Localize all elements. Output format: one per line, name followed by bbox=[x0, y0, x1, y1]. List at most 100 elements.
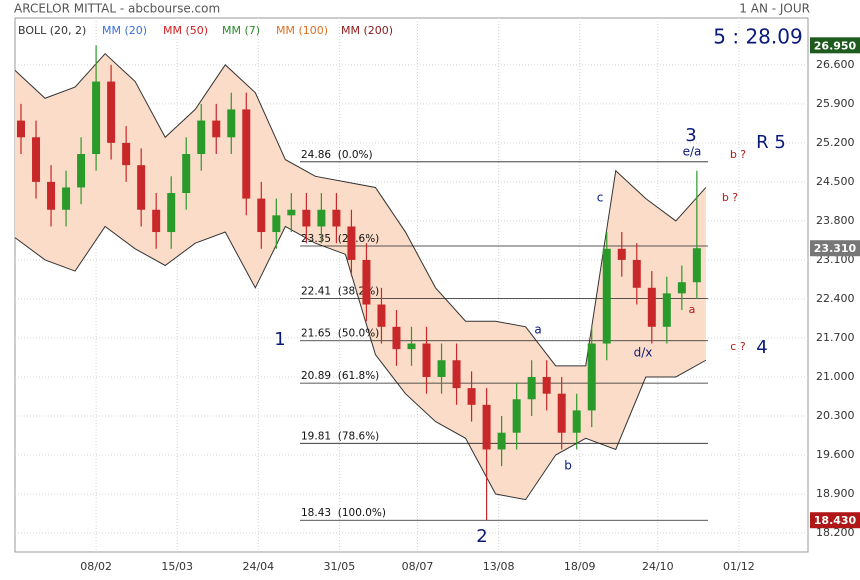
candle-body bbox=[212, 120, 221, 138]
candle-body bbox=[137, 165, 146, 210]
candle-body bbox=[692, 248, 701, 283]
x-tick-label: 13/08 bbox=[483, 560, 515, 573]
candle-body bbox=[422, 343, 431, 377]
candle-body bbox=[62, 187, 71, 210]
x-tick-label: 24/10 bbox=[642, 560, 674, 573]
candle-body bbox=[452, 360, 461, 389]
fib-label: 19.81 (78.6%) bbox=[301, 430, 379, 442]
period: 1 AN - JOUR bbox=[739, 2, 810, 16]
candle-body bbox=[572, 410, 581, 433]
y-tick-label: 20.300 bbox=[816, 409, 855, 422]
price-tag-label: 18.430 bbox=[814, 514, 857, 527]
candle-body bbox=[287, 209, 296, 216]
candle-body bbox=[587, 343, 596, 411]
candle-body bbox=[602, 248, 611, 344]
y-tick-label: 22.400 bbox=[816, 292, 855, 305]
fib-label: 23.35 (23.6%) bbox=[301, 233, 379, 245]
y-tick-label: 21.700 bbox=[816, 331, 855, 344]
candle-body bbox=[107, 81, 116, 143]
candle-body bbox=[527, 376, 536, 400]
y-tick-label: 24.500 bbox=[816, 175, 855, 188]
x-tick-label: 08/07 bbox=[402, 560, 434, 573]
candle-body bbox=[647, 287, 656, 327]
candle-body bbox=[377, 304, 386, 327]
candle-body bbox=[152, 209, 161, 233]
price-tag bbox=[810, 240, 860, 257]
candle-body bbox=[407, 343, 416, 350]
fib-label: 21.65 (50.0%) bbox=[301, 328, 379, 340]
y-tick-label: 21.000 bbox=[816, 370, 855, 383]
fib-label: 20.89 (61.8%) bbox=[301, 370, 379, 382]
candle-body bbox=[437, 360, 446, 377]
x-tick-label: 01/12 bbox=[723, 560, 755, 573]
bollinger-lower bbox=[14, 225, 707, 501]
price-tag-label: 23.310 bbox=[814, 242, 857, 255]
y-tick-label: 19.600 bbox=[816, 448, 855, 461]
fib-label: 22.41 (38.2%) bbox=[301, 285, 379, 297]
wave-label: 2 bbox=[476, 526, 487, 547]
candle-body bbox=[272, 215, 281, 233]
wave-label: e/a bbox=[683, 145, 702, 159]
candle-body bbox=[542, 376, 551, 394]
candle-body bbox=[617, 248, 626, 260]
chart-title: ARCELOR MITTAL - abcbourse.com bbox=[14, 2, 220, 16]
y-tick-label: 18.900 bbox=[816, 487, 855, 500]
x-tick-label: 31/05 bbox=[324, 560, 356, 573]
candle-body bbox=[347, 226, 356, 260]
legend-entry: MM (50) bbox=[163, 24, 208, 37]
candle-body bbox=[302, 209, 311, 227]
bollinger-upper bbox=[14, 52, 707, 367]
fib-label: 18.43 (100.0%) bbox=[301, 507, 386, 519]
candle-body bbox=[317, 209, 326, 227]
wave-label: c ? bbox=[730, 340, 746, 353]
candle-body bbox=[677, 282, 686, 294]
legend-entry: MM (100) bbox=[276, 24, 328, 37]
candle-body bbox=[362, 259, 371, 305]
candle-body bbox=[257, 198, 266, 233]
wave-label: c bbox=[597, 191, 604, 205]
wave-label: d/x bbox=[634, 346, 653, 360]
wave-label: b ? bbox=[730, 148, 746, 161]
y-tick-label: 18.200 bbox=[816, 526, 855, 539]
candle-body bbox=[227, 109, 236, 138]
candle-body bbox=[77, 154, 86, 188]
wave-label: R 5 bbox=[756, 132, 786, 153]
candle-body bbox=[47, 181, 56, 210]
candle-body bbox=[122, 142, 131, 166]
price-tag bbox=[810, 37, 860, 54]
y-tick-label: 26.600 bbox=[816, 58, 855, 71]
legend-entry: BOLL (20, 2) bbox=[18, 24, 86, 37]
candle-body bbox=[167, 193, 176, 233]
x-tick-label: 18/09 bbox=[564, 560, 596, 573]
wave-label: 4 bbox=[756, 337, 767, 358]
candle-body bbox=[392, 326, 401, 350]
x-tick-label: 24/04 bbox=[242, 560, 274, 573]
candle-body bbox=[92, 81, 101, 155]
y-tick-label: 25.900 bbox=[816, 97, 855, 110]
y-tick-label: 23.800 bbox=[816, 214, 855, 227]
candle-body bbox=[32, 137, 41, 182]
wave-label: a bbox=[534, 323, 541, 337]
wave-label: b bbox=[564, 459, 572, 473]
candle-body bbox=[182, 154, 191, 194]
legend-entry: MM (7) bbox=[222, 24, 260, 37]
legend-entry: MM (20) bbox=[102, 24, 147, 37]
candle-body bbox=[17, 120, 26, 138]
price-tag bbox=[810, 512, 860, 529]
fib-label: 24.86 (0.0%) bbox=[301, 149, 373, 161]
x-tick-label: 08/02 bbox=[80, 560, 112, 573]
candle-body bbox=[197, 120, 206, 155]
candle-body bbox=[557, 393, 566, 433]
wave-label: 3 bbox=[685, 125, 696, 146]
wave-label: a bbox=[689, 303, 696, 316]
x-tick-label: 15/03 bbox=[161, 560, 193, 573]
candle-body bbox=[332, 209, 341, 227]
candle-body bbox=[632, 259, 641, 288]
wave-label: 1 bbox=[274, 329, 285, 350]
candle-body bbox=[242, 109, 251, 199]
wave-label: b ? bbox=[722, 191, 738, 204]
legend-entry: MM (200) bbox=[341, 24, 393, 37]
candle-body bbox=[662, 293, 671, 327]
wave-label: 5 : 28.09 bbox=[713, 25, 802, 49]
